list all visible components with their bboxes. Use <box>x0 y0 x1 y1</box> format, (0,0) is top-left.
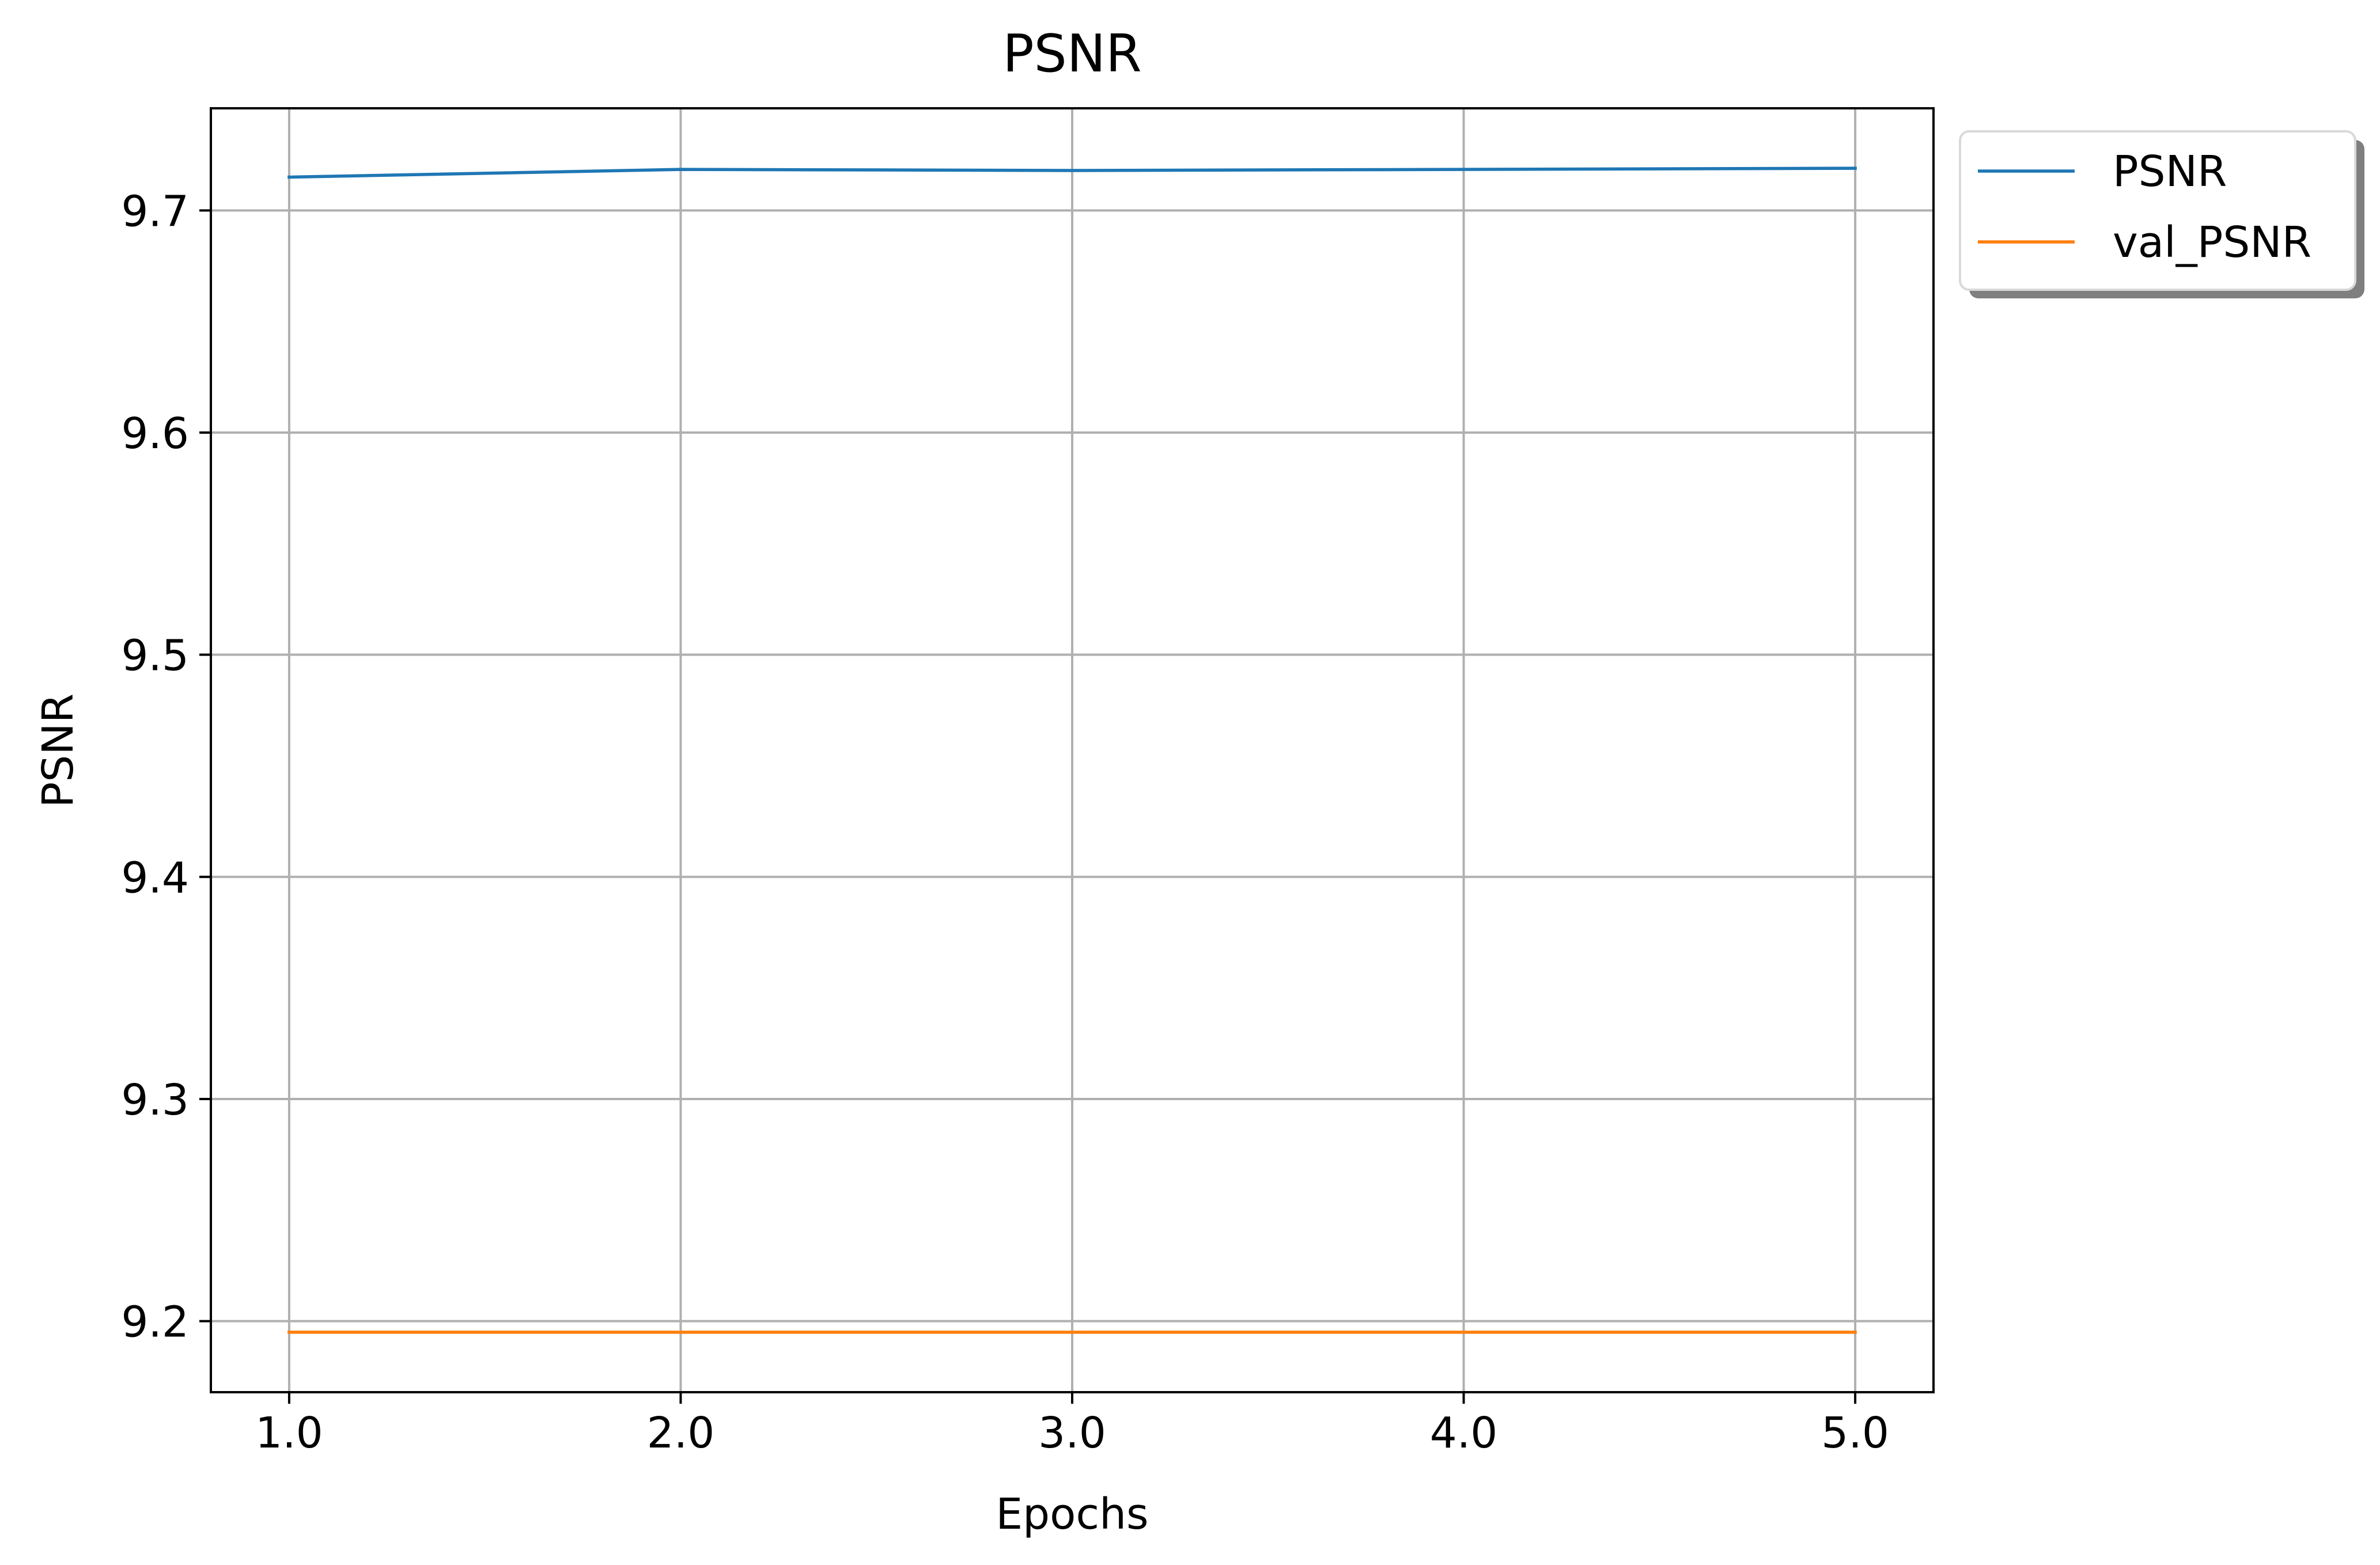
x-axis-label: Epochs <box>996 1490 1148 1539</box>
y-tick-label: 9.3 <box>121 1075 189 1125</box>
y-axis-label: PSNR <box>33 694 83 808</box>
series-line-psnr <box>287 166 1857 179</box>
axis-ticks: 1.0 2.0 3.0 4.0 5.0 9.2 9.3 9.4 9.5 9.6 9.7 <box>121 187 1889 1458</box>
y-tick-label: 9.4 <box>121 853 189 903</box>
y-tick-label: 9.5 <box>121 631 189 681</box>
y-tick-label: 9.7 <box>121 187 189 236</box>
legend: PSNR val_PSNR <box>1959 130 2364 298</box>
x-tick-label: 1.0 <box>255 1408 323 1458</box>
legend-label-psnr: PSNR <box>2113 147 2227 196</box>
x-tick-label: 4.0 <box>1430 1408 1498 1458</box>
x-tick-label: 5.0 <box>1821 1408 1889 1458</box>
grid-lines <box>211 108 1933 1392</box>
y-tick-label: 9.6 <box>121 409 189 458</box>
y-tick-label: 9.2 <box>121 1298 189 1347</box>
legend-label-val-psnr: val_PSNR <box>2113 218 2311 267</box>
x-tick-label: 2.0 <box>647 1408 715 1458</box>
series-lines <box>287 166 1857 1334</box>
x-tick-label: 3.0 <box>1038 1408 1106 1458</box>
chart-title: PSNR <box>1002 24 1141 84</box>
